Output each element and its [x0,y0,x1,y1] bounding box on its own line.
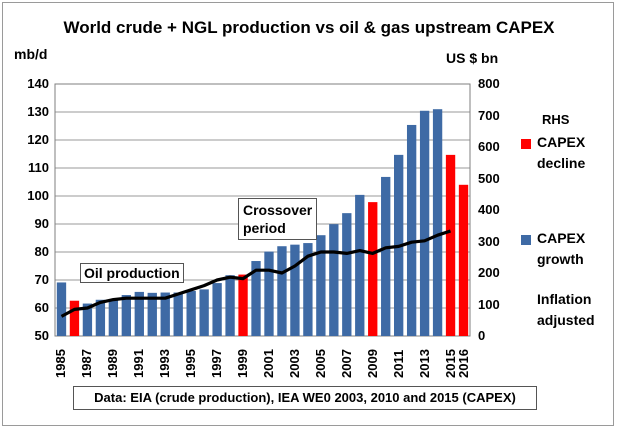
bar-capex-growth [225,275,235,336]
bar-capex-decline [368,202,378,336]
legend-growth-line2: growth [537,251,584,267]
x-tick-label: 2007 [338,349,354,378]
right-tick-label: 100 [478,296,500,312]
left-tick-label: 140 [27,76,49,91]
crossover-line2: period [243,220,286,236]
right-tick-label: 800 [478,76,500,91]
bar-capex-growth [212,283,222,336]
x-tick-label: 2001 [260,349,276,378]
x-tick-label: 1989 [105,349,121,378]
bar-capex-growth [303,243,313,336]
left-tick-label: 50 [34,328,49,343]
x-tick-label: 1987 [79,349,95,378]
bar-capex-growth [264,251,274,336]
bar-capex-growth [290,244,300,336]
legend-inflation-line2: adjusted [537,312,595,328]
bar-capex-growth [381,176,391,336]
bar-capex-growth [277,246,287,336]
right-tick-label: 300 [478,233,500,249]
legend-label-decline: CAPEX decline [537,132,585,174]
x-tick-label: 2009 [364,349,380,378]
bar-capex-growth [173,292,183,336]
right-tick-label: 500 [478,170,500,186]
annotation-crossover-period: Crossover period [238,198,318,240]
bar-capex-growth [316,235,326,336]
bar-capex-growth [355,194,365,336]
bar-capex-decline [458,184,469,336]
bar-capex-growth [251,261,261,336]
right-tick-label: 0 [478,328,486,343]
legend-swatch-growth [521,235,531,245]
annotation-oil-production: Oil production [80,263,184,283]
x-tick-label: 1991 [131,349,147,378]
bar-capex-decline [69,300,80,336]
bar-capex-growth [199,289,209,336]
x-tick-label: 2013 [416,349,432,378]
left-tick-label: 110 [28,160,49,175]
legend-label-inflation: Inflation adjusted [537,289,595,331]
bar-capex-growth [432,109,443,336]
bar-capex-growth [406,124,417,336]
bar-capex-growth [134,291,144,336]
bar-capex-growth [147,292,157,336]
bar-capex-growth [121,295,131,336]
x-tick-label: 2003 [286,349,302,378]
chart-title: World crude + NGL production vs oil & ga… [63,18,555,37]
right-tick-label: 700 [478,107,500,123]
bar-capex-growth [419,110,430,337]
x-tick-label: 1995 [183,349,199,378]
left-tick-label: 60 [34,300,49,315]
left-tick-label: 100 [27,188,49,203]
bar-capex-growth [342,213,352,336]
legend-label-growth: CAPEX growth [537,228,585,270]
left-tick-label: 80 [34,244,49,259]
x-tick-label: 1999 [235,349,251,378]
left-axis-unit: mb/d [14,46,48,62]
x-tick-label: 1993 [157,349,173,378]
legend-decline-line1: CAPEX [537,134,586,150]
bar-capex-growth [108,300,119,336]
bar-capex-growth [329,224,339,336]
bar-capex-decline [238,274,248,336]
left-tick-label: 120 [27,132,49,147]
x-tick-label: 2016 [455,349,471,378]
legend-growth-line1: CAPEX [537,230,586,246]
legend-title: RHS [542,112,570,127]
legend-inflation-line1: Inflation [537,291,592,307]
x-tick-label: 2005 [312,349,328,378]
x-tick-label: 2011 [390,349,406,378]
left-tick-label: 70 [34,272,49,287]
legend-swatch-decline [521,139,531,149]
right-tick-label: 400 [478,202,500,217]
legend-decline-line2: decline [537,155,586,171]
right-tick-label: 200 [478,265,500,280]
crossover-line1: Crossover [243,202,313,218]
bar-capex-growth [82,303,93,336]
bar-capex-decline [445,154,456,336]
left-tick-label: 130 [27,104,49,119]
bar-capex-growth [186,290,196,336]
x-tick-label: 1985 [53,349,69,378]
plot-area-border [54,83,471,337]
data-source-note: Data: EIA (crude production), IEA WE0 20… [73,386,537,410]
right-axis-unit: US $ bn [446,50,499,66]
bar-capex-growth [56,282,67,336]
right-tick-label: 600 [478,139,500,154]
bar-capex-growth [160,292,170,336]
line-oil-production [60,229,451,318]
x-tick-label: 1997 [209,349,225,378]
bar-capex-growth [95,299,106,336]
left-tick-label: 90 [34,216,49,231]
